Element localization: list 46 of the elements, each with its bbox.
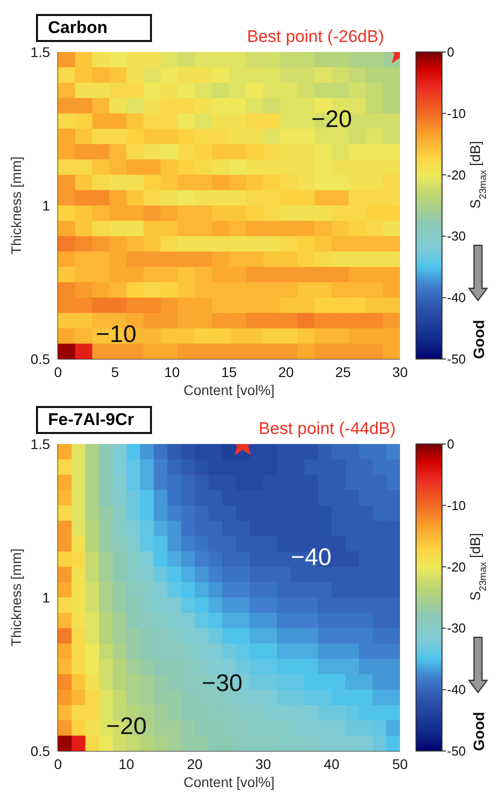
text: Good	[471, 320, 488, 359]
x-tick-label: 10	[118, 756, 134, 772]
x-tick-label: 0	[54, 756, 62, 772]
y-tick-label: 1	[42, 197, 50, 214]
color-bar-label: -10	[447, 498, 466, 513]
y-axis-title: Thickness [mm]	[8, 156, 24, 255]
x-tick-label: 20	[187, 756, 203, 772]
color-bar-label: -50	[447, 744, 466, 758]
x-tick-label: 15	[221, 364, 237, 380]
color-bar-label: 0	[447, 44, 454, 60]
x-tick-label: 30	[255, 756, 272, 772]
color-bar-label: -20	[447, 559, 466, 574]
y-tick-label: 1.5	[30, 44, 50, 60]
annotation: Best point (-44dB)	[258, 419, 396, 438]
x-axis-title: Content [vol%]	[183, 774, 275, 790]
annotation: Best point (-26dB)	[246, 27, 384, 46]
chart-title: Fe-7Al-9Cr	[36, 406, 152, 434]
y-tick-label: 0.5	[30, 350, 50, 367]
x-tick-label: 50	[392, 756, 408, 772]
y-axis-title: Thickness [mm]	[8, 548, 24, 647]
y-tick-label: 0.5	[30, 742, 50, 759]
color-bar-label: -30	[447, 228, 466, 244]
x-tick-label: 40	[324, 756, 340, 772]
x-tick-label: 25	[335, 364, 351, 380]
x-tick-label: 0	[54, 364, 62, 380]
x-tick-label: 30	[392, 364, 408, 380]
y-tick-label: 1.5	[30, 436, 50, 452]
text: Good	[471, 712, 488, 751]
color-bar-label: -50	[447, 352, 466, 366]
annotation: −10	[96, 320, 136, 348]
color-bar-label: -20	[447, 167, 466, 182]
x-tick-label: 5	[111, 364, 120, 380]
color-bar-label: -40	[447, 682, 466, 698]
x-tick-label: 10	[164, 364, 180, 380]
color-bar-label: -10	[447, 106, 466, 121]
annotation: −40	[290, 544, 332, 572]
color-bar-label: -30	[447, 620, 466, 636]
annotation: −20	[106, 712, 147, 740]
annotation: −20	[311, 106, 352, 134]
x-axis-title: Content [vol%]	[183, 382, 275, 398]
chart-title: Carbon	[36, 14, 152, 42]
color-bar-label: -40	[447, 290, 466, 306]
y-tick-label: 1	[42, 589, 50, 606]
color-bar-label: 0	[447, 436, 454, 452]
x-tick-label: 20	[278, 364, 294, 380]
annotation: −30	[202, 670, 243, 697]
